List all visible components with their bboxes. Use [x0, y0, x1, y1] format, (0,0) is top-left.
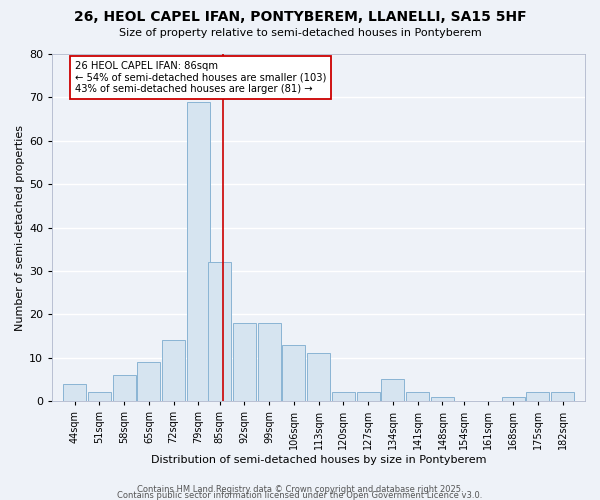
Bar	[233, 323, 256, 401]
Text: Contains HM Land Registry data © Crown copyright and database right 2025.: Contains HM Land Registry data © Crown c…	[137, 484, 463, 494]
Bar	[257, 323, 281, 401]
Bar	[187, 102, 210, 401]
Bar	[208, 262, 231, 401]
Bar	[137, 362, 160, 401]
X-axis label: Distribution of semi-detached houses by size in Pontyberem: Distribution of semi-detached houses by …	[151, 455, 487, 465]
Bar	[382, 380, 404, 401]
Bar	[162, 340, 185, 401]
Bar	[406, 392, 429, 401]
Bar	[113, 375, 136, 401]
Text: 26, HEOL CAPEL IFAN, PONTYBEREM, LLANELLI, SA15 5HF: 26, HEOL CAPEL IFAN, PONTYBEREM, LLANELL…	[74, 10, 526, 24]
Bar	[283, 344, 305, 401]
Text: 26 HEOL CAPEL IFAN: 86sqm
← 54% of semi-detached houses are smaller (103)
43% of: 26 HEOL CAPEL IFAN: 86sqm ← 54% of semi-…	[74, 60, 326, 94]
Bar	[63, 384, 86, 401]
Y-axis label: Number of semi-detached properties: Number of semi-detached properties	[15, 124, 25, 330]
Bar	[356, 392, 380, 401]
Bar	[551, 392, 574, 401]
Bar	[526, 392, 550, 401]
Bar	[431, 396, 454, 401]
Bar	[332, 392, 355, 401]
Bar	[502, 396, 524, 401]
Text: Contains public sector information licensed under the Open Government Licence v3: Contains public sector information licen…	[118, 490, 482, 500]
Text: Size of property relative to semi-detached houses in Pontyberem: Size of property relative to semi-detach…	[119, 28, 481, 38]
Bar	[88, 392, 111, 401]
Bar	[307, 354, 330, 401]
